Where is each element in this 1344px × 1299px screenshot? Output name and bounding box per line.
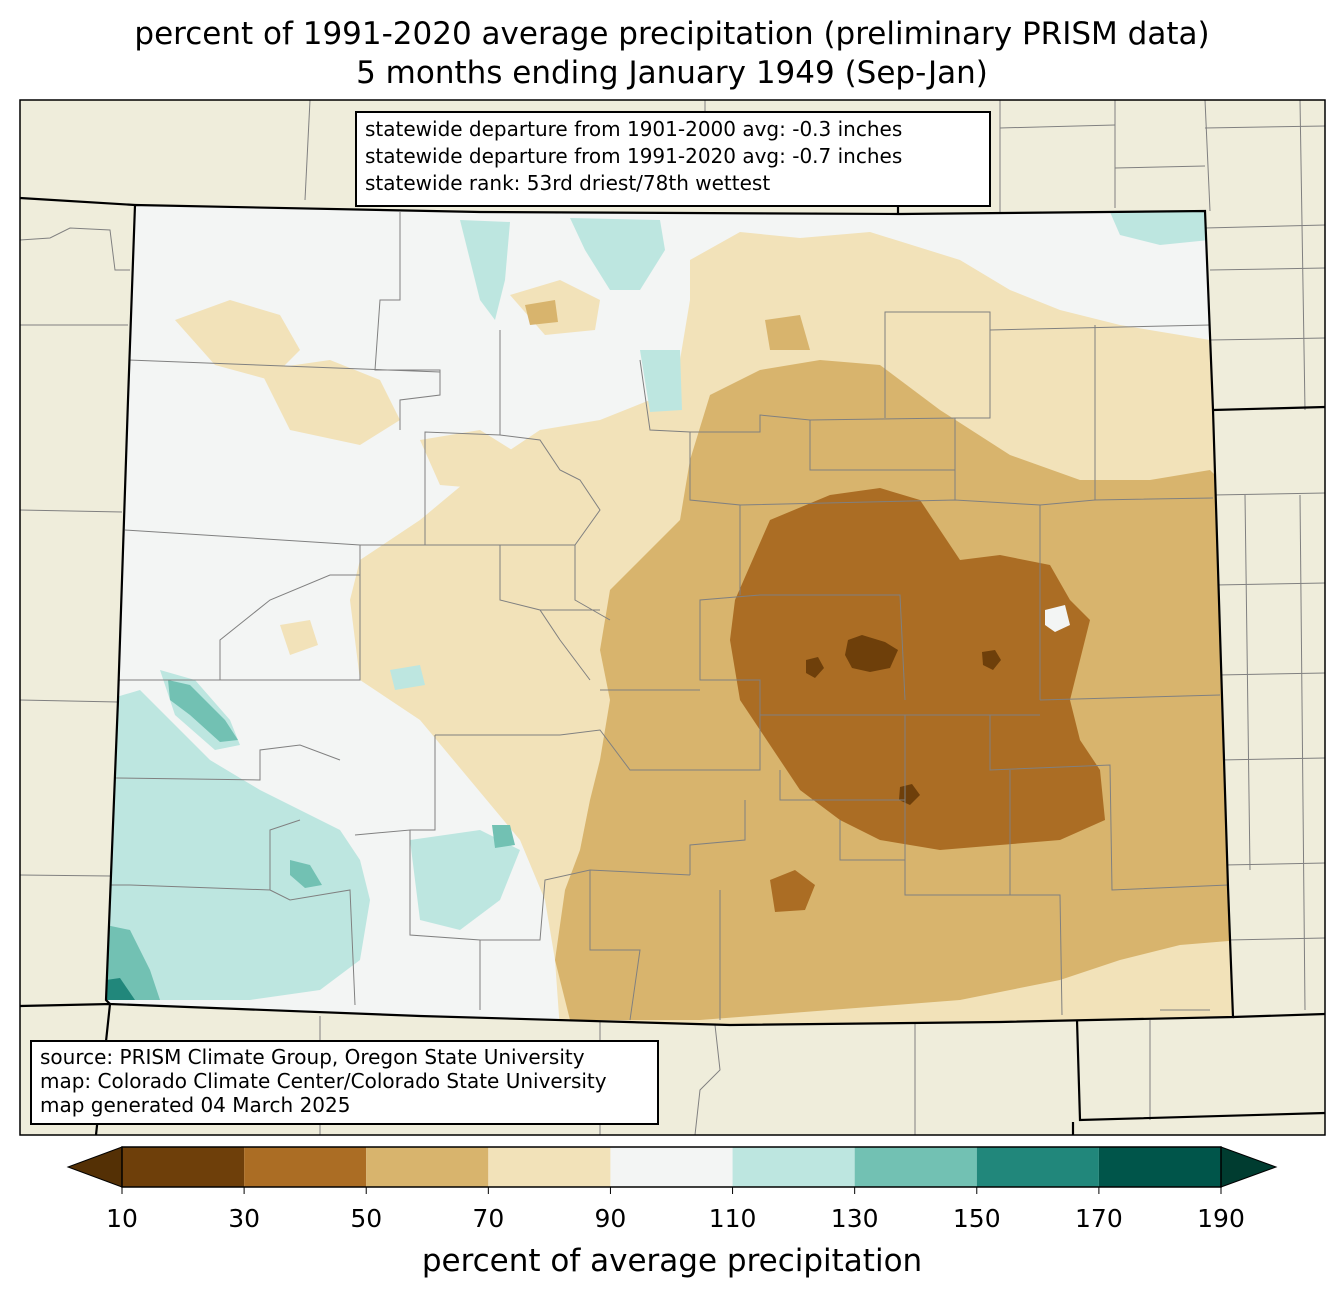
colorbar-bin [366, 1147, 489, 1187]
stats-line-3: statewide rank: 53rd driest/78th wettest [365, 171, 771, 195]
statewide-stats-box: statewide departure from 1901-2000 avg: … [355, 111, 991, 207]
map-title-line-2: 5 months ending January 1949 (Sep-Jan) [356, 55, 988, 91]
colorbar-under-arrow [66, 1146, 123, 1188]
colorbar-tick-label: 30 [228, 1204, 261, 1233]
colorbar-tick-label: 170 [1075, 1204, 1123, 1233]
colorbar-tick-label: 130 [830, 1204, 879, 1233]
colorbar-bin [244, 1147, 367, 1187]
colorbar-over-arrow [1220, 1146, 1278, 1188]
colorbar [66, 1146, 1278, 1194]
colorbar-bin [610, 1147, 733, 1187]
colorbar-tick-label: 190 [1197, 1204, 1245, 1233]
colorbar-bin [1098, 1147, 1221, 1187]
colorbar-tick-label: 10 [106, 1204, 138, 1233]
map-frame [19, 99, 1326, 1136]
credits-line-3: map generated 04 March 2025 [40, 1093, 351, 1117]
colorbar-bin [488, 1147, 611, 1187]
colorado-precip-field [106, 205, 1233, 1025]
colorbar-bin [122, 1147, 245, 1187]
stats-line-2: statewide departure from 1991-2020 avg: … [365, 144, 903, 168]
colorbar-tick-label: 70 [472, 1204, 505, 1233]
map-title-line-1: percent of 1991-2020 average precipitati… [134, 16, 1210, 52]
state-borders [20, 196, 1325, 1135]
stats-line-1: statewide departure from 1901-2000 avg: … [365, 117, 903, 141]
colorbar-tick-label: 90 [594, 1204, 627, 1233]
colorbar-tick-label: 50 [350, 1204, 383, 1233]
colorbar-tick-label: 110 [708, 1204, 757, 1233]
colorado-county-lines [110, 212, 1229, 1021]
colorbar-frame [121, 1146, 1222, 1188]
colorbar-tick-label: 150 [952, 1204, 1001, 1233]
credits-line-1: source: PRISM Climate Group, Oregon Stat… [40, 1045, 585, 1069]
colorbar-title: percent of average precipitation [421, 1243, 923, 1279]
colorbar-bin [976, 1147, 1099, 1187]
colorbar-bin [854, 1147, 977, 1187]
colorbar-bin [732, 1147, 855, 1187]
credits-box: source: PRISM Climate Group, Oregon Stat… [30, 1040, 659, 1125]
credits-line-2: map: Colorado Climate Center/Colorado St… [40, 1069, 607, 1093]
